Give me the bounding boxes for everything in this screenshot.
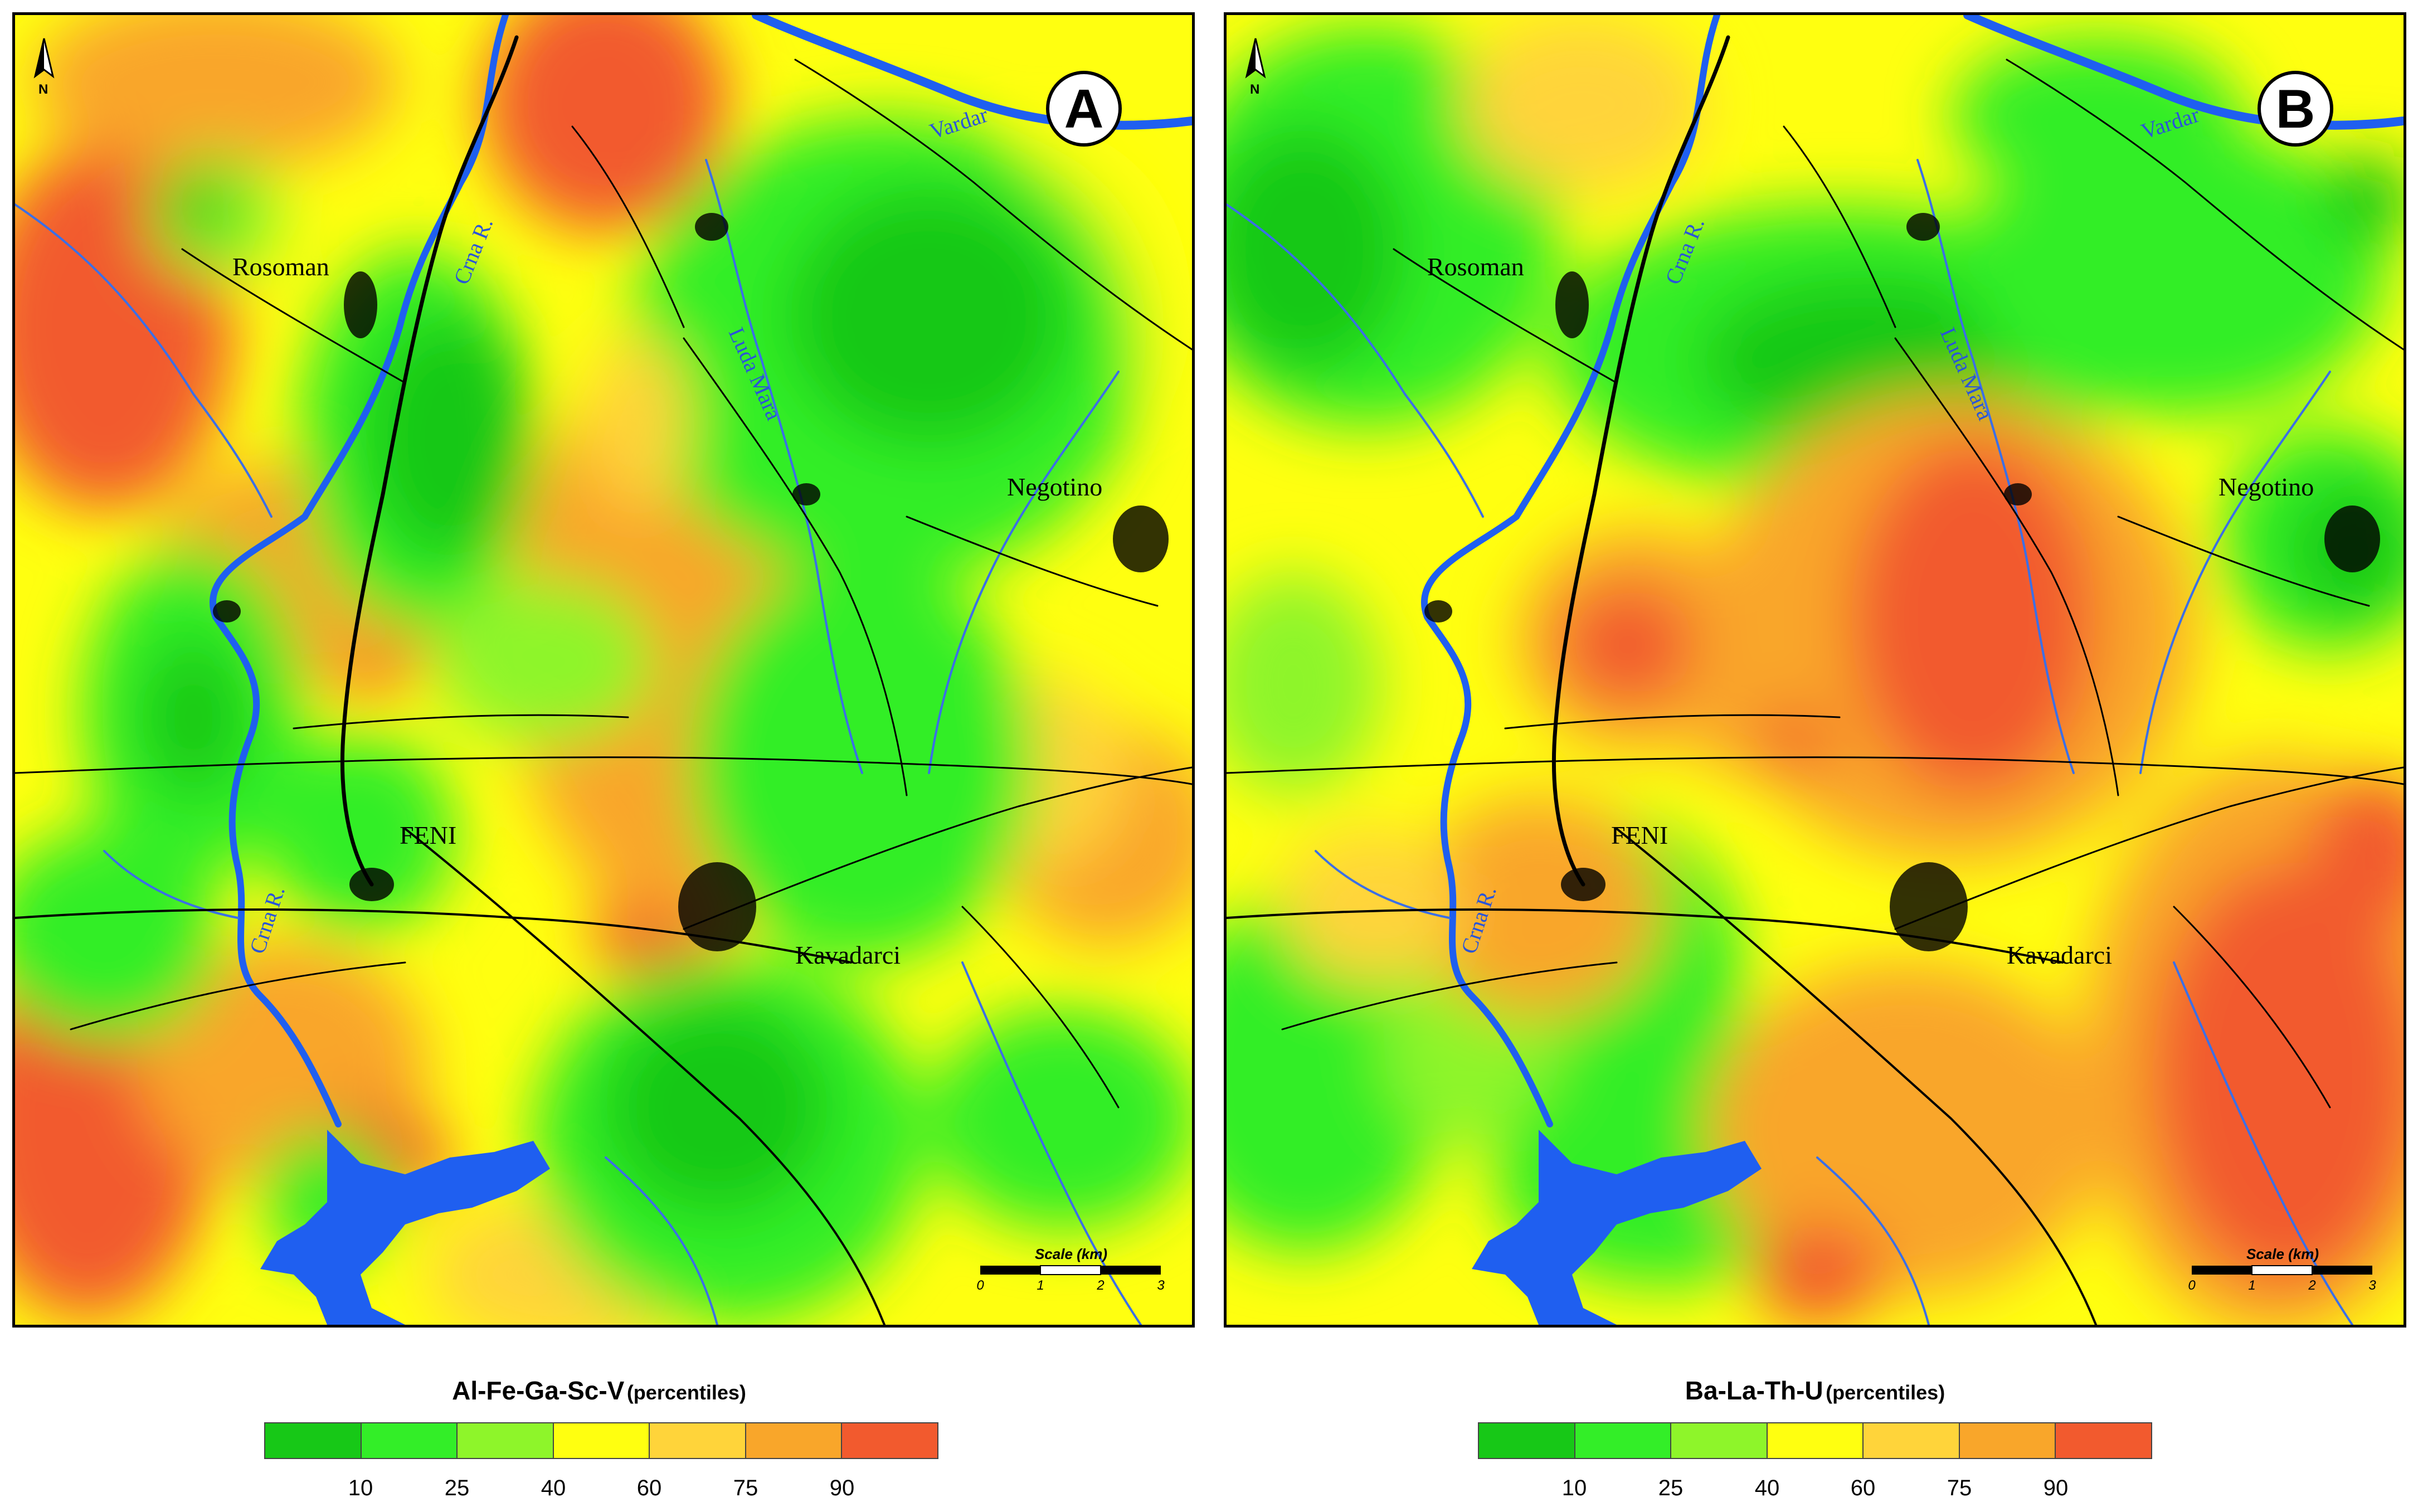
- scale-tick: 3: [2368, 1278, 2376, 1293]
- legend-tick: 25: [444, 1476, 470, 1500]
- legend-class-swatch: [1575, 1423, 1672, 1458]
- legend-title-sub: (percentiles): [1826, 1381, 1945, 1404]
- legend-tick: 75: [733, 1476, 758, 1500]
- legend-title-b: Ba-La-Th-U (percentiles): [1478, 1375, 2152, 1406]
- legend-colorbar-a: [264, 1422, 938, 1459]
- legend-colorbar-b: [1478, 1422, 2152, 1459]
- percentile-surface-a: [15, 15, 1192, 1325]
- place-label-feni: FENI: [400, 821, 457, 849]
- place-label-kavadarci: Kavadarci: [795, 941, 901, 969]
- reservoir-b: [1472, 1130, 1762, 1325]
- scale-bar-segments: [980, 1265, 1161, 1275]
- legend-class-swatch: [746, 1423, 843, 1458]
- legend-tick: 10: [1561, 1476, 1587, 1500]
- map-panel-b: N B Rosoman Negotino FENI Kavadarci Vard…: [1224, 12, 2406, 1328]
- scale-tick: 1: [2248, 1278, 2256, 1293]
- legend-title-a: Al-Fe-Ga-Sc-V (percentiles): [262, 1375, 936, 1406]
- legend-class-swatch: [650, 1423, 746, 1458]
- legend-tick: 25: [1658, 1476, 1684, 1500]
- map-panel-a: N A Rosoman Negotino FENI Kavadarci Vard…: [12, 12, 1195, 1328]
- legend-title-sub: (percentiles): [626, 1381, 746, 1404]
- scale-tick: 2: [1097, 1278, 1105, 1293]
- legend-tick: 90: [829, 1476, 855, 1500]
- panel-badge: B: [2258, 71, 2333, 147]
- legend-tick: 90: [2043, 1476, 2069, 1500]
- legend-tick: 60: [636, 1476, 662, 1500]
- place-label-rosoman: Rosoman: [1427, 252, 1524, 281]
- legend-tick: 40: [1754, 1476, 1780, 1500]
- legend-class-swatch: [842, 1423, 938, 1458]
- legend-class-swatch: [1864, 1423, 1960, 1458]
- scale-tick: 0: [976, 1278, 984, 1293]
- legend-class-swatch: [361, 1423, 458, 1458]
- legend-title-main: Ba-La-Th-U: [1685, 1376, 1823, 1405]
- legend-class-swatch: [458, 1423, 554, 1458]
- legend-class-swatch: [553, 1423, 650, 1458]
- scale-title: Scale (km): [2246, 1246, 2319, 1262]
- north-arrow-icon: [33, 38, 55, 79]
- north-label: N: [1250, 82, 1260, 97]
- legend-class-swatch: [2056, 1423, 2152, 1458]
- place-label-kavadarci: Kavadarci: [2007, 941, 2112, 969]
- place-label-rosoman: Rosoman: [232, 252, 329, 281]
- scale-bar-segments: [2192, 1265, 2372, 1275]
- legend-tick: 60: [1850, 1476, 1876, 1500]
- place-label-negotino: Negotino: [1007, 473, 1103, 501]
- scale-tick: 3: [1157, 1278, 1165, 1293]
- legend-class-swatch: [265, 1423, 362, 1458]
- scale-title: Scale (km): [1034, 1246, 1108, 1262]
- legend-class-swatch: [1671, 1423, 1768, 1458]
- scale-tick: 1: [1037, 1278, 1044, 1293]
- scale-tick: 2: [2308, 1278, 2316, 1293]
- place-label-feni: FENI: [1611, 821, 1668, 849]
- geochemical-map-a: [15, 15, 1192, 1325]
- north-label: N: [38, 82, 48, 97]
- legend-class-swatch: [1767, 1423, 1864, 1458]
- legend-class-swatch: [1479, 1423, 1575, 1458]
- legend-tick: 75: [1947, 1476, 1972, 1500]
- panel-badge: A: [1046, 71, 1122, 147]
- legend-tick: 10: [348, 1476, 373, 1500]
- legend-tick: 40: [541, 1476, 566, 1500]
- scale-bar: Scale (km) 0 1 2 3: [974, 1246, 1169, 1296]
- legend-class-swatch: [1959, 1423, 2056, 1458]
- north-arrow-icon: [1245, 38, 1266, 79]
- place-label-negotino: Negotino: [2218, 473, 2314, 501]
- percentile-surface-b: [1227, 15, 2404, 1325]
- geochemical-map-b: [1227, 15, 2404, 1325]
- scale-bar: Scale (km) 0 1 2 3: [2185, 1246, 2380, 1296]
- legend-title-main: Al-Fe-Ga-Sc-V: [452, 1376, 625, 1405]
- reservoir-a: [260, 1130, 550, 1325]
- scale-tick: 0: [2188, 1278, 2196, 1293]
